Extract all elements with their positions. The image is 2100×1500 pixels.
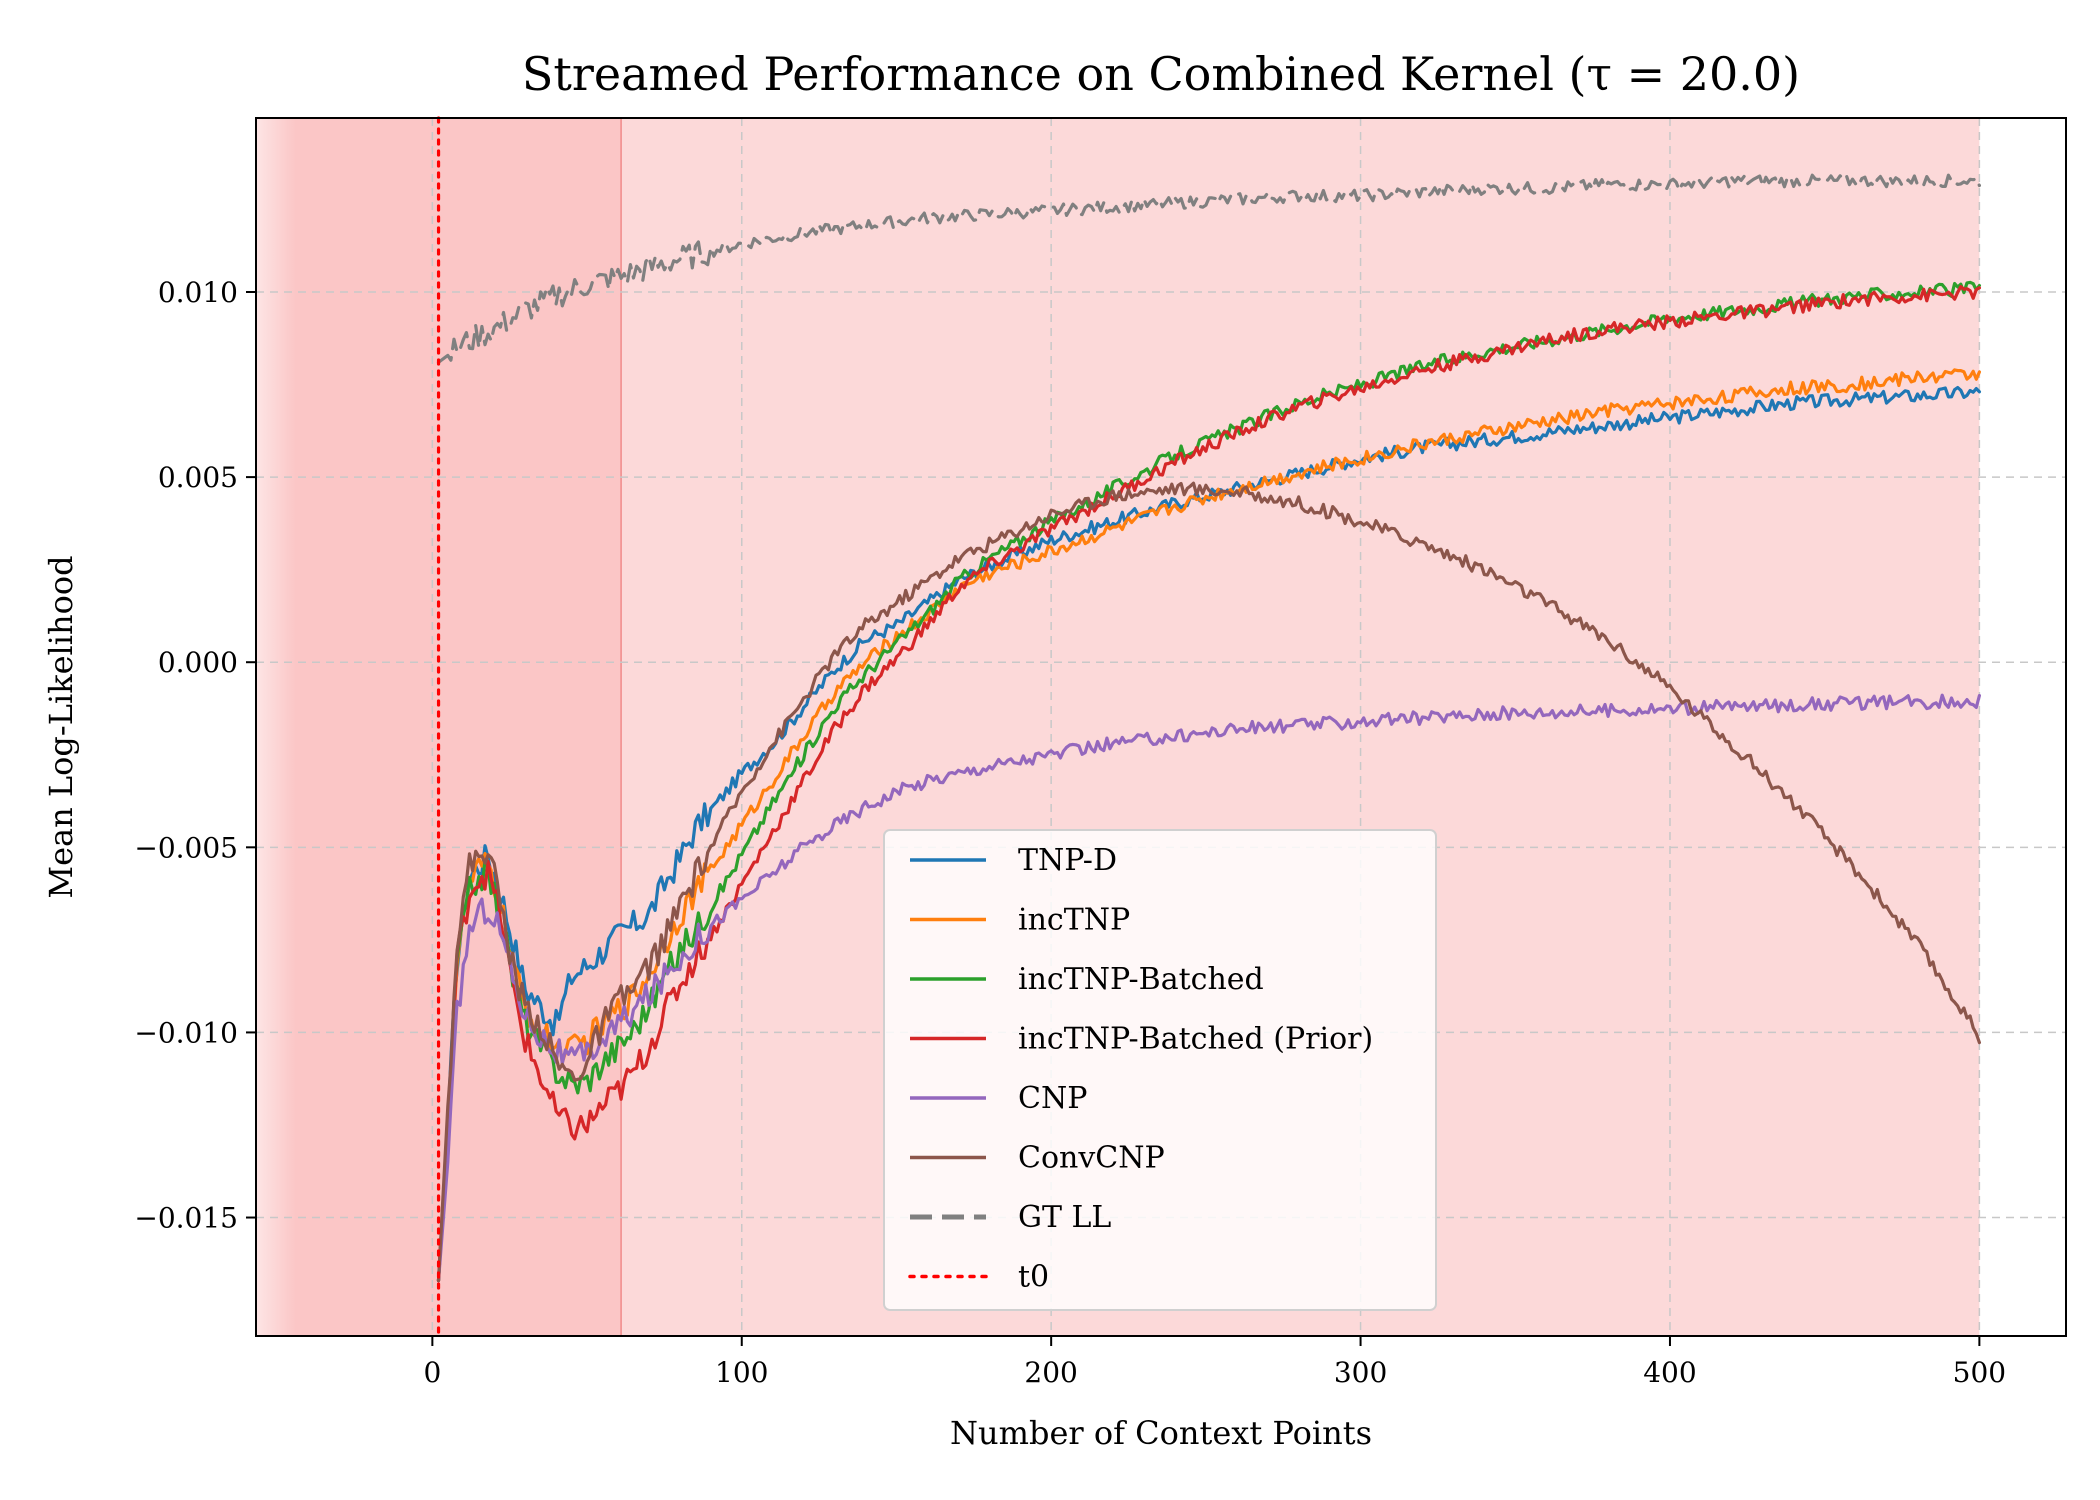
left-edge-fade bbox=[256, 118, 296, 1336]
y-tick-label: −0.010 bbox=[134, 1016, 238, 1049]
y-tick-label: 0.010 bbox=[158, 276, 238, 309]
legend-label: incTNP-Batched bbox=[1018, 962, 1264, 997]
legend-label: CNP bbox=[1018, 1081, 1087, 1116]
legend-label: ConvCNP bbox=[1018, 1141, 1165, 1176]
x-tick-label: 100 bbox=[715, 1356, 768, 1389]
legend-label: GT LL bbox=[1018, 1200, 1111, 1235]
x-tick-label: 500 bbox=[1953, 1356, 2006, 1389]
series-line-convcnp bbox=[436, 481, 1981, 1283]
series-line-tnp-d bbox=[436, 385, 1981, 1283]
y-tick-label: −0.005 bbox=[134, 831, 238, 864]
series-line-cnp bbox=[436, 693, 1981, 1283]
series-line-inctnp bbox=[436, 368, 1981, 1283]
y-tick-label: 0.005 bbox=[158, 461, 238, 494]
plot-frame bbox=[255, 117, 2067, 1337]
y-axis-label: Mean Log-Likelihood bbox=[42, 555, 80, 898]
legend-label: incTNP bbox=[1018, 903, 1130, 938]
chart-title: Streamed Performance on Combined Kernel … bbox=[522, 47, 1800, 101]
legend-box bbox=[883, 829, 1437, 1311]
x-axis-label: Number of Context Points bbox=[950, 1414, 1372, 1452]
legend-label: TNP-D bbox=[1018, 843, 1117, 878]
legend: TNP-D incTNP incTNP-Batched incTNP-Batched … bbox=[883, 829, 1437, 1311]
x-axis-ticks: 0 100 200 300 400 500 bbox=[423, 1336, 2006, 1389]
x-tick-label: 200 bbox=[1024, 1356, 1077, 1389]
x-tick-label: 400 bbox=[1643, 1356, 1696, 1389]
x-tick-label: 0 bbox=[423, 1356, 441, 1389]
y-tick-label: −0.015 bbox=[134, 1202, 238, 1235]
y-tick-label: 0.000 bbox=[158, 646, 238, 679]
legend-label: t0 bbox=[1018, 1260, 1049, 1295]
series-lines bbox=[436, 173, 1981, 1283]
legend-label: incTNP-Batched (Prior) bbox=[1018, 1022, 1373, 1057]
y-axis-ticks: −0.015 −0.010 −0.005 0.000 0.005 0.010 bbox=[134, 276, 256, 1235]
x-tick-label: 300 bbox=[1334, 1356, 1387, 1389]
series-line-gt-ll bbox=[436, 173, 1981, 364]
series-line-inctnp-batched-prior bbox=[436, 285, 1981, 1283]
